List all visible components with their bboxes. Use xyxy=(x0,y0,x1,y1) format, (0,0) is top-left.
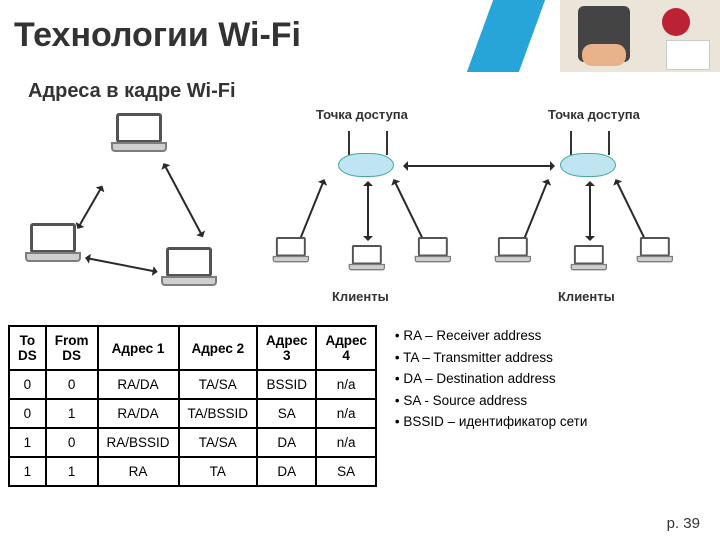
legend-item: BSSID – идентификатор сети xyxy=(395,411,588,433)
link-arrow-icon xyxy=(521,180,549,246)
laptop-icon xyxy=(272,237,310,262)
access-point-icon xyxy=(338,153,398,177)
adhoc-topology-diagram xyxy=(14,107,254,317)
access-point-icon xyxy=(560,153,620,177)
table-cell: TA/BSSID xyxy=(179,399,258,428)
table-cell: 0 xyxy=(9,370,46,399)
link-arrow-icon xyxy=(404,165,554,167)
slide-header: Технологии Wi-Fi xyxy=(0,0,720,72)
table-cell: RA/DA xyxy=(98,399,179,428)
laptop-icon xyxy=(348,245,386,270)
table-cell: RA/DA xyxy=(98,370,179,399)
table-cell: TA/SA xyxy=(179,370,258,399)
link-arrow-icon xyxy=(367,182,369,240)
link-arrow-icon xyxy=(615,180,648,246)
link-arrow-icon xyxy=(86,257,157,273)
laptop-icon xyxy=(414,237,452,262)
table-cell: BSSID xyxy=(257,370,316,399)
table-cell: DA xyxy=(257,457,316,486)
table-header: Адрес 3 xyxy=(257,326,316,370)
address-table: To DS From DS Адрес 1 Адрес 2 Адрес 3 Ад… xyxy=(8,325,377,487)
content-row: To DS From DS Адрес 1 Адрес 2 Адрес 3 Ад… xyxy=(8,325,714,487)
table-cell: RA/BSSID xyxy=(98,428,179,457)
laptop-icon xyxy=(160,247,218,286)
legend-item: RA – Receiver address xyxy=(395,325,588,347)
page-number: p. 39 xyxy=(667,515,700,532)
subtitle: Адреса в кадре Wi-Fi xyxy=(28,80,720,103)
laptop-icon xyxy=(570,245,608,270)
table-cell: SA xyxy=(257,399,316,428)
table-cell: RA xyxy=(98,457,179,486)
infrastructure-topology-diagram: Точка доступа Точка доступа Клиенты Клие… xyxy=(254,107,714,317)
table-cell: 0 xyxy=(9,399,46,428)
table-row: 10RA/BSSIDTA/SADAn/a xyxy=(9,428,376,457)
clients-label: Клиенты xyxy=(558,289,615,304)
table-row: 00RA/DATA/SABSSIDn/a xyxy=(9,370,376,399)
table-cell: TA/SA xyxy=(179,428,258,457)
link-arrow-icon xyxy=(297,180,325,246)
table-row: 01RA/DATA/BSSIDSAn/a xyxy=(9,399,376,428)
legend-item: DA – Destination address xyxy=(395,368,588,390)
clients-label: Клиенты xyxy=(332,289,389,304)
table-cell: n/a xyxy=(316,428,375,457)
laptop-icon xyxy=(494,237,532,262)
link-arrow-icon xyxy=(589,182,591,240)
ap-label: Точка доступа xyxy=(316,107,408,122)
table-cell: 1 xyxy=(9,428,46,457)
ap-label: Точка доступа xyxy=(548,107,640,122)
table-cell: 1 xyxy=(9,457,46,486)
table-cell: TA xyxy=(179,457,258,486)
legend-list: RA – Receiver address TA – Transmitter a… xyxy=(395,325,588,433)
table-cell: 1 xyxy=(46,457,98,486)
link-arrow-icon xyxy=(393,180,426,246)
table-header: To DS xyxy=(9,326,46,370)
page-title: Технологии Wi-Fi xyxy=(0,16,301,55)
table-header: Адрес 2 xyxy=(179,326,258,370)
link-arrow-icon xyxy=(163,164,203,237)
laptop-icon xyxy=(110,113,168,152)
table-cell: 0 xyxy=(46,428,98,457)
table-cell: 1 xyxy=(46,399,98,428)
diagram-row: Точка доступа Точка доступа Клиенты Клие… xyxy=(14,107,714,325)
table-cell: n/a xyxy=(316,399,375,428)
table-row: 11RATADASA xyxy=(9,457,376,486)
table-cell: n/a xyxy=(316,370,375,399)
link-arrow-icon xyxy=(77,186,103,229)
laptop-icon xyxy=(636,237,674,262)
legend-item: SA - Source address xyxy=(395,390,588,412)
table-header: Адрес 1 xyxy=(98,326,179,370)
header-illustration xyxy=(520,0,720,72)
table-cell: 0 xyxy=(46,370,98,399)
table-header-row: To DS From DS Адрес 1 Адрес 2 Адрес 3 Ад… xyxy=(9,326,376,370)
table-cell: DA xyxy=(257,428,316,457)
table-header: From DS xyxy=(46,326,98,370)
table-cell: SA xyxy=(316,457,375,486)
legend-item: TA – Transmitter address xyxy=(395,347,588,369)
table-header: Адрес 4 xyxy=(316,326,375,370)
